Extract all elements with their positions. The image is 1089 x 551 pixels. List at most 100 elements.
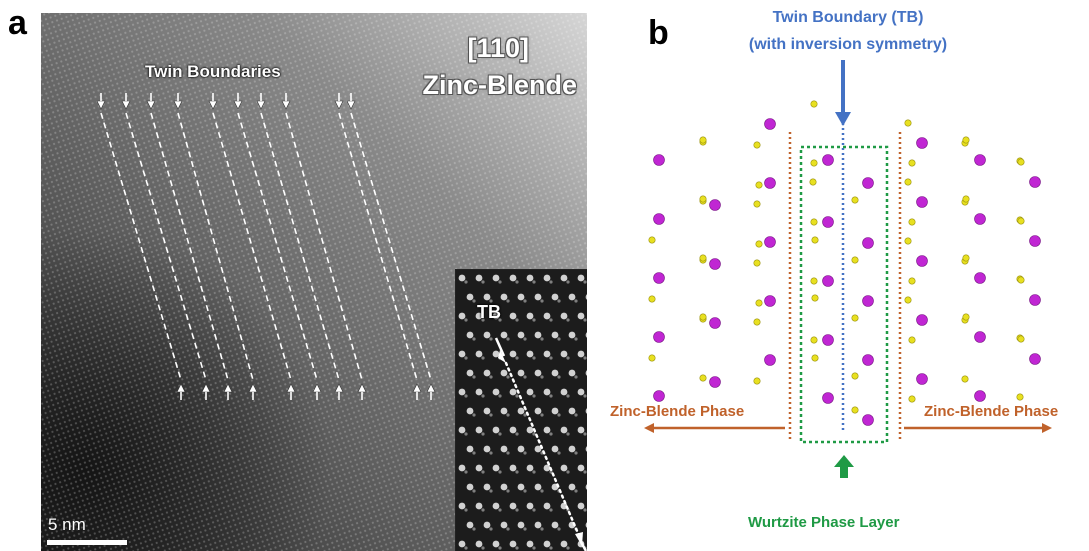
anion-atom	[904, 296, 912, 304]
twin-boundary-line	[237, 112, 318, 381]
cation-atom	[916, 196, 928, 208]
cation-atom	[1029, 294, 1041, 306]
tem-micrograph: Twin Boundaries [110] Zinc-Blende TB 5 n…	[41, 13, 587, 551]
cation-atom	[764, 177, 776, 189]
anion-atom	[962, 195, 970, 203]
structure-label: Zinc-Blende	[422, 70, 577, 100]
anion-atom	[904, 178, 912, 186]
twin-boundary-line	[150, 112, 229, 381]
anion-atom	[1017, 276, 1025, 284]
cation-atom	[653, 213, 665, 225]
anion-atom	[811, 236, 819, 244]
cation-atom	[653, 390, 665, 402]
anion-atom	[699, 195, 707, 203]
cation-atom	[974, 331, 986, 343]
cation-atom	[1029, 235, 1041, 247]
anion-atom	[699, 254, 707, 262]
anion-atom	[851, 406, 859, 414]
cation-atom	[822, 216, 834, 228]
cation-atom	[916, 137, 928, 149]
anion-atom	[699, 313, 707, 321]
anion-atom	[908, 395, 916, 403]
tb-subtitle: (with inversion symmetry)	[748, 36, 948, 53]
cation-atom	[862, 237, 874, 249]
atom-lattice	[648, 100, 1041, 426]
zone-axis-label: [110]	[467, 33, 529, 63]
zinc-blende-left-label: Zinc-Blende Phase	[610, 403, 745, 420]
anion-atom	[753, 377, 761, 385]
anion-atom	[810, 100, 818, 108]
twin-boundary-line	[100, 112, 182, 381]
anion-atom	[962, 254, 970, 262]
twin-boundary-line	[350, 112, 432, 381]
cation-atom	[974, 390, 986, 402]
zinc-blende-right-label: Zinc-Blende Phase	[924, 403, 1059, 420]
anion-atom	[1017, 158, 1025, 166]
twin-boundaries-label: Twin Boundaries	[145, 62, 281, 81]
anion-atom	[753, 259, 761, 267]
cation-atom	[862, 354, 874, 366]
anion-atom	[851, 196, 859, 204]
twin-boundary-line	[260, 112, 340, 381]
zb-left-arrow-head	[644, 423, 654, 433]
twin-boundary-line	[125, 112, 207, 381]
cation-atom	[1029, 353, 1041, 365]
anion-atom	[648, 354, 656, 362]
cation-atom	[764, 295, 776, 307]
schematic-diagram	[644, 60, 1052, 478]
cation-atom	[862, 177, 874, 189]
cation-atom	[822, 334, 834, 346]
anion-atom	[811, 294, 819, 302]
cation-atom	[653, 272, 665, 284]
cation-atom	[916, 255, 928, 267]
cation-atom	[709, 258, 721, 270]
anion-atom	[851, 372, 859, 380]
cation-atom	[916, 373, 928, 385]
inset-tb-label: TB	[477, 302, 501, 322]
anion-atom	[755, 181, 763, 189]
cation-atom	[916, 314, 928, 326]
schematic-panel: Twin Boundary (TB) (with inversion symme…	[600, 0, 1089, 551]
anion-atom	[753, 200, 761, 208]
wz-arrow-head	[834, 455, 854, 467]
anion-atom	[755, 299, 763, 307]
anion-atom	[811, 354, 819, 362]
anion-atom	[699, 136, 707, 144]
anion-atom	[904, 119, 912, 127]
cation-atom	[764, 118, 776, 130]
wurtzite-label: Wurtzite Phase Layer	[748, 514, 900, 531]
wz-arrow-shaft	[840, 466, 848, 478]
scale-bar	[47, 540, 127, 545]
cation-atom	[709, 376, 721, 388]
cation-atom	[974, 272, 986, 284]
anion-atom	[962, 136, 970, 144]
cation-atom	[709, 199, 721, 211]
panel-a-letter: a	[8, 4, 27, 42]
twin-boundary-lines	[96, 93, 436, 400]
panel-b-letter: b	[648, 14, 669, 52]
anion-atom	[1017, 217, 1025, 225]
scale-bar-label: 5 nm	[48, 515, 86, 534]
anion-atom	[753, 318, 761, 326]
twin-boundary-line	[212, 112, 292, 381]
twin-boundary-line	[285, 112, 363, 381]
cation-atom	[1029, 176, 1041, 188]
anion-atom	[753, 141, 761, 149]
anion-atom	[908, 159, 916, 167]
anion-atom	[810, 159, 818, 167]
anion-atom	[809, 178, 817, 186]
anion-atom	[699, 374, 707, 382]
anion-atom	[1017, 335, 1025, 343]
anion-atom	[961, 375, 969, 383]
anion-atom	[908, 218, 916, 226]
anion-atom	[851, 256, 859, 264]
cation-atom	[764, 236, 776, 248]
zb-right-arrow-head	[1042, 423, 1052, 433]
twin-boundary-line	[338, 112, 418, 381]
anion-atom	[810, 336, 818, 344]
cation-atom	[653, 331, 665, 343]
cation-atom	[822, 154, 834, 166]
cation-atom	[653, 154, 665, 166]
anion-atom	[810, 218, 818, 226]
wurtzite-box	[799, 145, 889, 444]
